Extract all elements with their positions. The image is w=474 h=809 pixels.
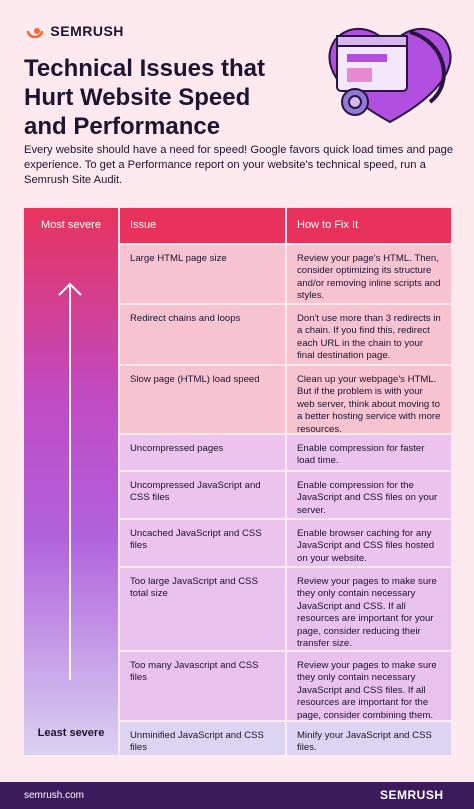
severity-top: Most severe [41,219,101,231]
fix-cell: Enable compression for the JavaScript an… [287,472,451,518]
issue-cell: Unminified JavaScript and CSS files [120,722,285,755]
issue-cell: Large HTML page size [120,245,285,303]
fix-cell: Don't use more than 3 redirects in a cha… [287,305,451,364]
column-header: Issue [120,208,285,243]
footer: semrush.com SEMRUSH [0,782,474,809]
fix-cell: Enable compression for faster load time. [287,435,451,470]
fix-cell: Clean up your webpage's HTML. But if the… [287,366,451,435]
title: Technical Issues that Hurt Website Speed… [24,54,265,141]
fix-cell: Review your pages to make sure they only… [287,568,451,650]
severity-bottom: Least severe [37,727,105,739]
issue-cell: Too many Javascript and CSS files [120,652,285,720]
logo-text: SEMRUSH [50,23,124,39]
intro: Every website should have a need for spe… [24,144,454,186]
footer-logo: SEMRUSH [380,788,444,802]
title-line: Technical Issues that [24,55,265,82]
issue-cell: Uncompressed pages [120,435,285,470]
issue-cell: Uncompressed JavaScript and CSS files [120,472,285,518]
column-header: How to Fix It [287,208,451,243]
issue-cell: Redirect chains and loops [120,305,285,364]
fix-cell: Review your page's HTML. Then, consider … [287,245,451,303]
fix-cell: Minify your JavaScript and CSS files. [287,722,451,755]
issue-cell: Uncached JavaScript and CSS files [120,520,285,566]
severity-arrow [58,282,82,680]
title-line: and Performance [24,113,221,140]
fix-cell: Enable browser caching for any JavaScrip… [287,520,451,566]
logo: SEMRUSH [26,23,124,39]
issue-cell: Too large JavaScript and CSS total size [120,568,285,650]
illustration [328,27,452,124]
footer-url: semrush.com [24,790,85,801]
issue-cell: Slow page (HTML) load speed [120,366,285,433]
fix-cell: Review your pages to make sure they only… [287,652,451,721]
title-line: Hurt Website Speed [24,84,251,111]
logo-icon [26,28,44,39]
